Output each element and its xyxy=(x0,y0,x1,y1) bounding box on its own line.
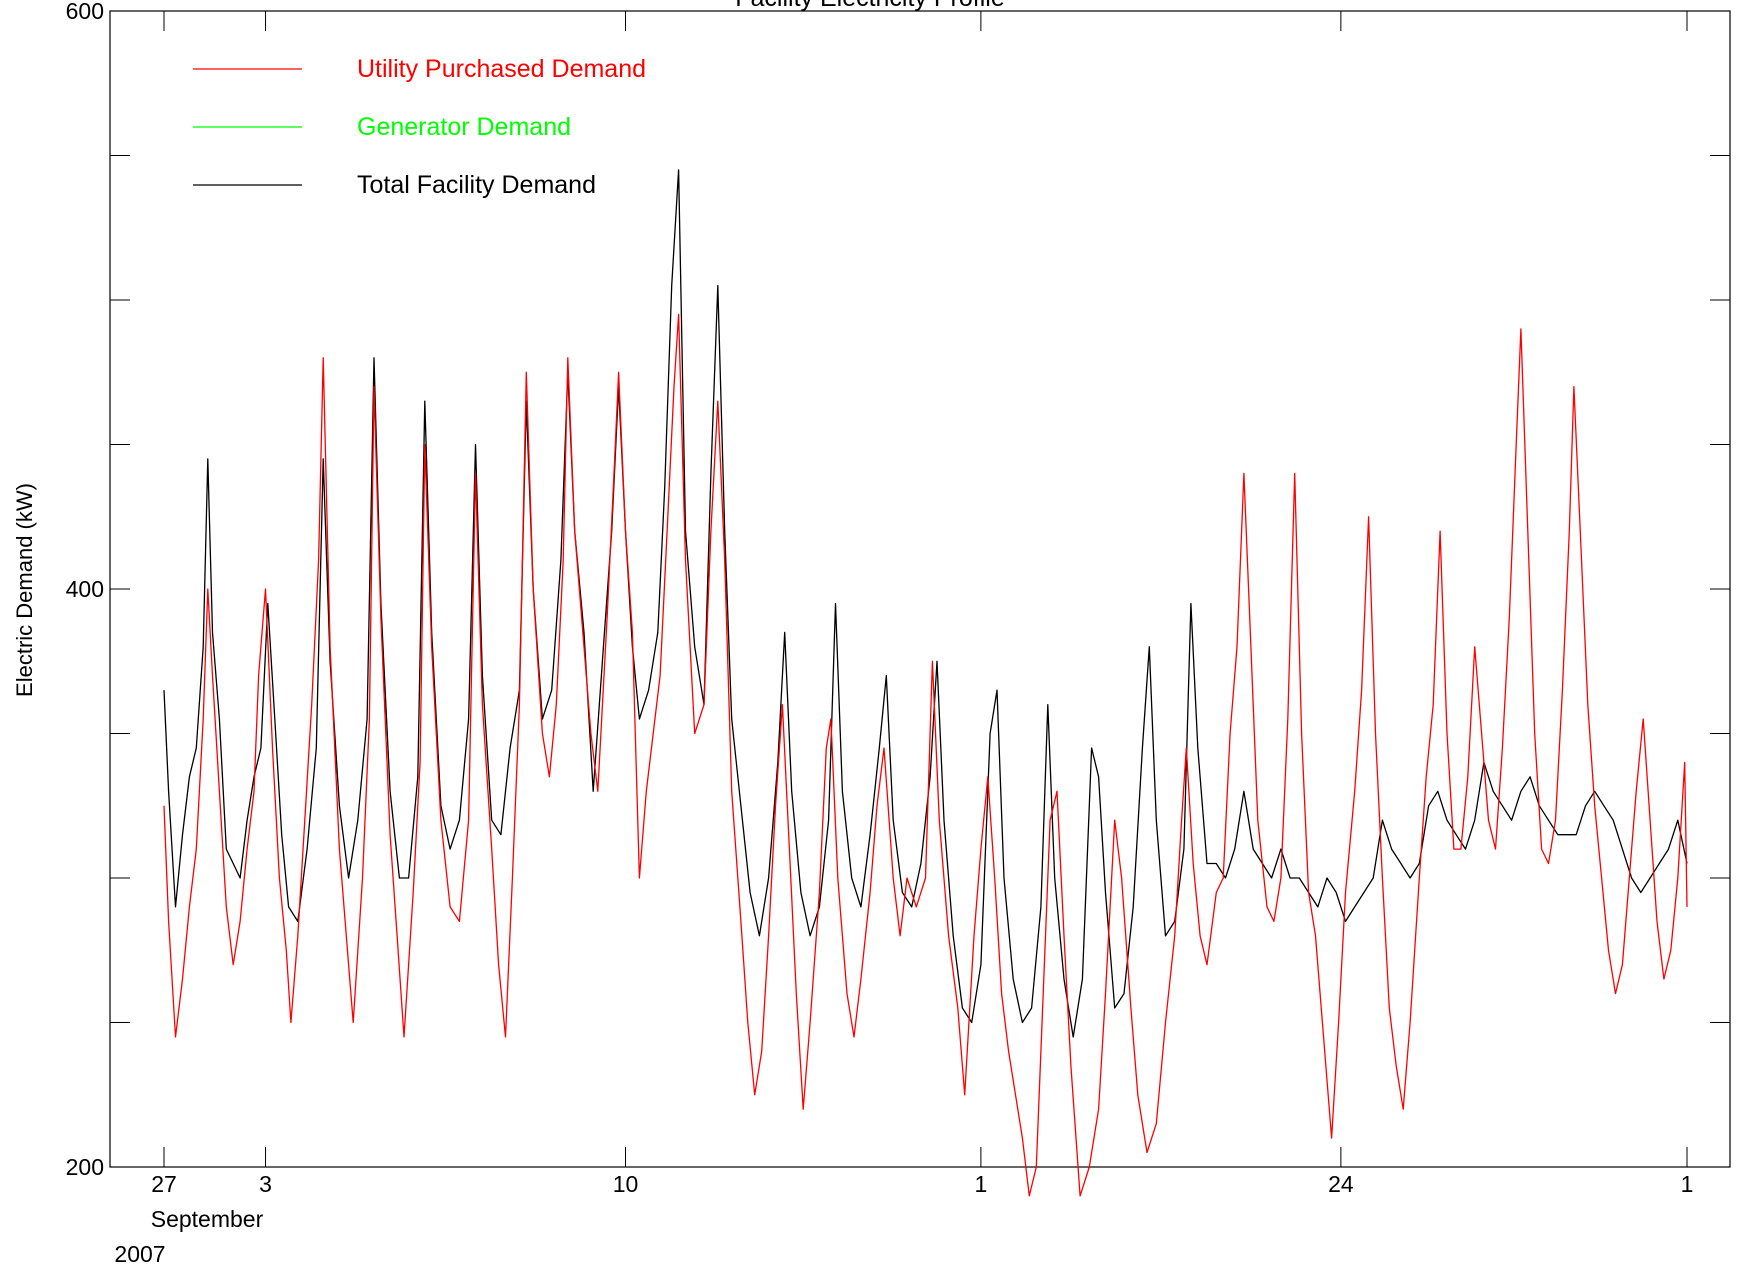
plot-border xyxy=(109,10,1731,1168)
chart-title: Facility Electricity Profile xyxy=(735,0,1005,12)
legend: Utility Purchased Demand Generator Demand… xyxy=(193,55,646,199)
x-tick-label-1: 3 xyxy=(259,1171,272,1197)
legend-label-generator: Generator Demand xyxy=(357,113,571,141)
axis-ticks: 200 400 600 27 3 10 1 24 1 xyxy=(66,0,1730,1197)
x-month-label: September xyxy=(151,1206,264,1232)
y-tick-label-0: 200 xyxy=(66,1154,104,1180)
y-tick-label-2: 600 xyxy=(66,0,104,24)
series-layer xyxy=(163,169,1688,1197)
x-tick-label-0: 27 xyxy=(151,1171,177,1197)
x-year-label: 2007 xyxy=(114,1241,165,1267)
y-axis-label: Electric Demand (kW) xyxy=(12,483,37,697)
x-tick-label-2: 10 xyxy=(613,1171,639,1197)
x-tick-label-3: 1 xyxy=(974,1171,987,1197)
legend-label-utility: Utility Purchased Demand xyxy=(357,55,646,83)
series-line-0 xyxy=(163,169,1688,1038)
y-tick-label-1: 400 xyxy=(66,576,104,602)
series-line-1 xyxy=(163,313,1688,1197)
x-tick-label-5: 1 xyxy=(1681,1171,1694,1197)
plot-frame xyxy=(109,10,1731,1168)
legend-label-total: Total Facility Demand xyxy=(357,171,596,199)
x-tick-label-4: 24 xyxy=(1328,1171,1354,1197)
